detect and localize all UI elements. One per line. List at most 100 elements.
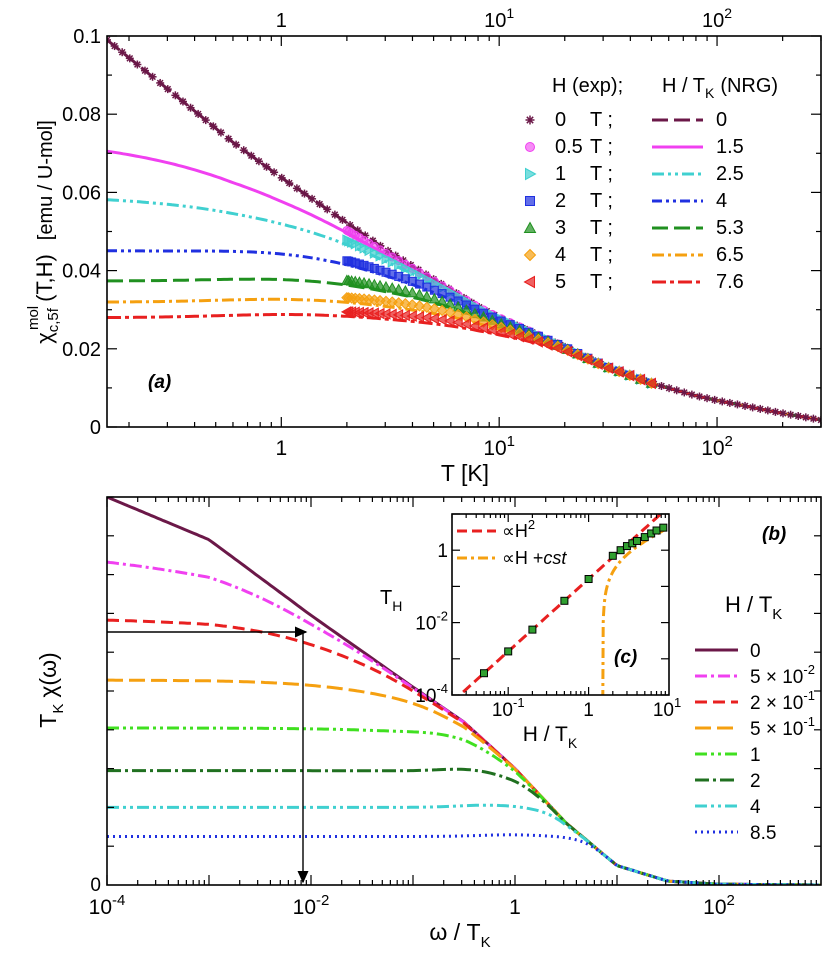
exp-marker-0T [293, 184, 301, 192]
exp-marker-3T [380, 280, 392, 292]
legend-marker-3T [523, 221, 537, 233]
exp-marker-2T [422, 282, 432, 292]
panel-c-legend: ∝H2 ∝H +cst [457, 517, 567, 568]
exp-marker-0T [149, 73, 156, 81]
panel-c-xlabel: H / TK [523, 723, 578, 751]
legend-exp-unit: T ; [590, 163, 613, 185]
inset-data-point [504, 647, 513, 656]
exp-marker-0T [688, 391, 696, 398]
legend-nrg-header: H / TK (NRG) [662, 75, 778, 101]
exp-marker-4T [413, 300, 426, 312]
exp-marker-0T [247, 152, 255, 160]
exp-marker-5T [504, 328, 515, 341]
exp-marker-0T [308, 195, 316, 203]
exp-marker-0T [202, 116, 210, 124]
exp-marker-5T [634, 373, 646, 386]
exp-marker-0T [118, 48, 126, 56]
legend-b-label: 2 [750, 771, 761, 792]
panel-c-points [479, 523, 668, 678]
legend-b-label: 8.5 [750, 823, 776, 844]
legend-nrg-label: 5.3 [716, 217, 744, 239]
y-tick-label: 10-4 [415, 681, 448, 707]
legend-exp-field: 4 [555, 244, 566, 266]
exp-marker-0T [270, 168, 278, 176]
exp-marker-0T [787, 411, 794, 419]
exp-marker-0T [680, 389, 688, 396]
legend-exp-unit: T ; [590, 271, 613, 293]
legend-exp-unit: T ; [590, 136, 613, 158]
inset-data-point [616, 546, 625, 555]
exp-marker-1T [407, 266, 419, 278]
x-tick-label: 10-1 [492, 695, 525, 721]
exp-marker-0T [718, 398, 726, 405]
exp-marker-0T [111, 42, 118, 50]
exp-marker-0T [726, 399, 734, 407]
exp-marker-5T [571, 349, 583, 362]
legend-b-label: 5 × 10-1 [750, 714, 815, 740]
legend-marker-5T [523, 275, 535, 289]
exp-marker-1T [422, 273, 433, 286]
exp-marker-1T [369, 247, 381, 259]
legend-b-title: H / TK [725, 592, 782, 623]
y-tick-label: 0.06 [62, 182, 101, 204]
exp-marker-0T [225, 135, 232, 143]
top-tick-label: 101 [484, 5, 514, 32]
exp-marker-1T [394, 259, 405, 271]
x-tick-label: 101 [653, 695, 681, 721]
exp-marker-0T [817, 418, 821, 424]
y-tick-label: 0 [90, 875, 101, 896]
legend-b-label: 1 [750, 745, 761, 766]
legend-exp-field: 1 [555, 163, 566, 185]
exp-marker-0T [756, 405, 764, 413]
panel-a-legend: H (exp); H / TK (NRG) 0 T ; 0 0.5 T ; 1.5 1 T ; 2… [523, 75, 778, 293]
exp-marker-3T [386, 282, 399, 293]
exp-marker-4T [428, 303, 441, 315]
exp-marker-4T [406, 299, 419, 311]
exp-marker-5T [623, 369, 635, 382]
exp-marker-0T [703, 394, 711, 402]
exp-marker-5T [486, 324, 497, 336]
panel-b-curves [107, 497, 821, 885]
panel-c-label: (c) [614, 647, 637, 668]
exp-marker-0T [749, 404, 756, 411]
exp-marker-1T [414, 269, 426, 282]
legend-nrg-label: 1.5 [716, 136, 744, 158]
y-tick-label: 0 [90, 417, 101, 439]
exp-marker-0T [331, 211, 339, 218]
exp-marker-0T [772, 408, 779, 416]
panel-c-frame [451, 513, 670, 696]
legend-nrg-label: 6.5 [716, 244, 744, 266]
legend-nrg-label: 0 [716, 109, 727, 131]
exp-marker-0T [263, 163, 270, 171]
svg-text:TKχ(ω): TKχ(ω) [35, 652, 67, 727]
exp-marker-2T [414, 279, 424, 289]
y-tick-label: 0.04 [62, 261, 101, 283]
svg-text:TH: TH [380, 587, 402, 614]
exp-marker-0T [134, 61, 141, 68]
exp-marker-0T [240, 146, 248, 154]
legend-nrg-label: 2.5 [716, 163, 744, 185]
exp-marker-5T [495, 326, 506, 338]
exp-marker-4T [392, 297, 405, 309]
exp-marker-0T [232, 141, 240, 149]
legend-exp-field: 3 [555, 217, 566, 239]
x-tick-label: 1 [583, 700, 594, 721]
exp-marker-3T [399, 285, 412, 296]
exp-marker-0T [107, 38, 111, 44]
inset-data-point [652, 526, 661, 535]
legend-c-label: ∝H +cst [502, 548, 567, 568]
inset-data-point [633, 536, 642, 545]
exp-marker-0T [217, 129, 225, 136]
panel-a-xlabel: T [K] [441, 460, 489, 486]
exp-marker-0T [339, 216, 346, 224]
legend-marker-4T [523, 248, 537, 262]
exp-marker-0T [172, 91, 179, 99]
exp-marker-5T [436, 313, 447, 326]
exp-marker-0T [187, 104, 194, 112]
legend-exp-header: H (exp); [552, 75, 623, 97]
top-tick-label: 1 [276, 10, 287, 32]
exp-marker-5T [513, 330, 525, 343]
curve-8.5 [107, 833, 821, 885]
